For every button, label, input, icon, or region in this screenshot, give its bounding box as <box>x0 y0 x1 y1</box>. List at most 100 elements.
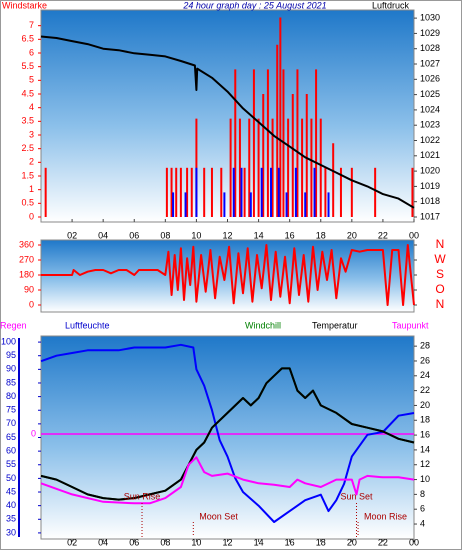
line <box>40 456 415 505</box>
y2-tick-label: 12 <box>420 459 430 469</box>
y2-tick-label: 1018 <box>420 196 440 206</box>
line <box>40 343 415 523</box>
legend-label: Windstarke <box>2 0 47 10</box>
y-tick-label: 30 <box>6 527 16 537</box>
x-tick-label: 02 <box>67 537 77 547</box>
panel-wind <box>40 9 415 223</box>
y2-tick-label: 14 <box>420 444 430 454</box>
y2-tick-label: 4 <box>420 518 425 528</box>
legend-label: Regen <box>0 320 27 330</box>
chart-title: 24 hour graph day : 25 August 2021 <box>182 0 326 10</box>
y2-tick-label: 28 <box>420 341 430 351</box>
rain-tick-label: 0 <box>31 428 36 438</box>
x-tick-label: 10 <box>191 230 201 240</box>
y2-tick-label: 1029 <box>420 28 440 38</box>
annotation: Sun Rise <box>124 491 161 501</box>
y2-tick-label: 1017 <box>420 211 440 221</box>
y-tick-label: 1.5 <box>21 170 34 180</box>
y-tick-label: 45 <box>6 486 16 496</box>
line <box>40 367 415 501</box>
y2-tick-label: 1021 <box>420 150 440 160</box>
panel-climate <box>40 335 415 540</box>
y-tick-label: 65 <box>6 432 16 442</box>
x-tick-label: 02 <box>67 230 77 240</box>
y-tick-label: 85 <box>6 377 16 387</box>
y-tick-label: 6.5 <box>21 34 34 44</box>
y-tick-label: 0.5 <box>21 198 34 208</box>
legend-label: Taupunkt <box>392 320 429 330</box>
x-tick-label: 10 <box>191 537 201 547</box>
x-tick-label: 04 <box>98 537 108 547</box>
y-tick-label: 180 <box>19 269 34 279</box>
y2-tick-label: 1026 <box>420 74 440 84</box>
y2-tick-label: 22 <box>420 385 430 395</box>
y2-tick-label: 1024 <box>420 104 440 114</box>
y-tick-label: 40 <box>6 500 16 510</box>
x-tick-label: 00 <box>409 230 419 240</box>
y2-tick-label: 8 <box>420 489 425 499</box>
y-tick-label: 55 <box>6 459 16 469</box>
x-tick-label: 14 <box>254 230 264 240</box>
x-tick-label: 16 <box>285 230 295 240</box>
x-tick-label: 12 <box>222 230 232 240</box>
x-tick-label: 06 <box>129 537 139 547</box>
y-tick-label: 7 <box>29 20 34 30</box>
annotation: Moon Set <box>199 511 238 521</box>
y2-tick-label: 6 <box>420 504 425 514</box>
y-tick-label: 90 <box>24 284 34 294</box>
line <box>41 244 415 306</box>
y2-tick-label: 1019 <box>420 181 440 191</box>
y-tick-label: 4.5 <box>21 88 34 98</box>
x-tick-label: 22 <box>378 230 388 240</box>
x-tick-label: 20 <box>347 230 357 240</box>
y-tick-label: 270 <box>19 254 34 264</box>
y-tick-label: 3.5 <box>21 116 34 126</box>
x-tick-label: 06 <box>129 230 139 240</box>
y2-tick-label: N <box>436 237 445 251</box>
y-tick-label: 3 <box>29 129 34 139</box>
line <box>40 35 415 209</box>
y2-tick-label: 1028 <box>420 43 440 53</box>
x-tick-label: 18 <box>316 230 326 240</box>
legend-label: Luftfeuchte <box>65 320 110 330</box>
y-tick-label: 100 <box>1 336 16 346</box>
y2-tick-label: 1020 <box>420 165 440 175</box>
y2-tick-label: 1025 <box>420 89 440 99</box>
x-tick-label: 00 <box>409 537 419 547</box>
y-tick-label: 70 <box>6 418 16 428</box>
y-tick-label: 90 <box>6 364 16 374</box>
y-tick-label: 50 <box>6 473 16 483</box>
y-tick-label: 75 <box>6 405 16 415</box>
x-tick-label: 14 <box>254 537 264 547</box>
legend-label: Temperatur <box>312 320 358 330</box>
y-tick-label: 0 <box>29 211 34 221</box>
y-tick-label: 5 <box>29 75 34 85</box>
y-tick-label: 80 <box>6 391 16 401</box>
legend-label: Luftdruck <box>372 0 410 10</box>
annotation: Moon Rise <box>364 511 407 521</box>
y-tick-label: 35 <box>6 514 16 524</box>
x-tick-label: 18 <box>316 537 326 547</box>
y2-tick-label: 16 <box>420 429 430 439</box>
legend-label: Windchill <box>245 320 281 330</box>
y-tick-label: 60 <box>6 446 16 456</box>
y2-tick-label: W <box>434 252 446 266</box>
y2-tick-label: N <box>436 297 445 311</box>
y2-tick-label: O <box>435 282 444 296</box>
y2-tick-label: S <box>436 267 444 281</box>
y-tick-label: 2 <box>29 157 34 167</box>
y2-tick-label: 1023 <box>420 120 440 130</box>
x-tick-label: 08 <box>160 230 170 240</box>
y2-tick-label: 10 <box>420 474 430 484</box>
y-tick-label: 4 <box>29 102 34 112</box>
y2-tick-label: 1030 <box>420 12 440 22</box>
y2-tick-label: 20 <box>420 400 430 410</box>
y2-tick-label: 26 <box>420 355 430 365</box>
x-tick-label: 12 <box>222 537 232 547</box>
y-tick-label: 0 <box>29 299 34 309</box>
y2-tick-label: 1022 <box>420 135 440 145</box>
y-tick-label: 360 <box>19 239 34 249</box>
x-tick-label: 08 <box>160 537 170 547</box>
x-tick-label: 20 <box>347 537 357 547</box>
y-tick-label: 95 <box>6 350 16 360</box>
